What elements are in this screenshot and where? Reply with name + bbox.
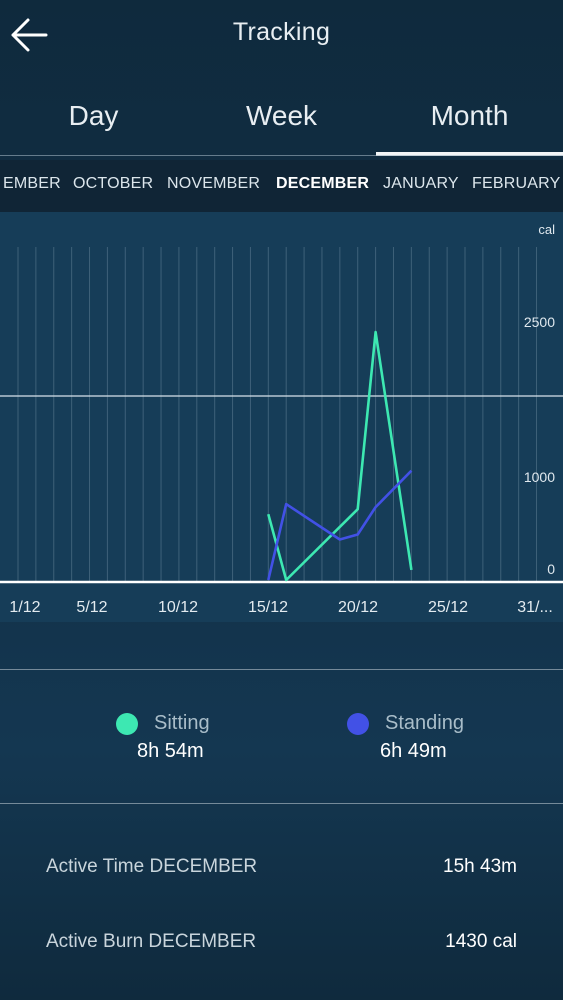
x-tick-label: 10/12 (158, 599, 198, 616)
chart-canvas: cal 2500 1000 0 1/12 5/12 10/12 15/12 20… (0, 212, 563, 622)
x-tick-label: 1/12 (9, 599, 40, 616)
month-selector[interactable]: EMBER OCTOBER NOVEMBER DECEMBER JANUARY … (0, 160, 563, 212)
y-tick-label: 2500 (524, 314, 555, 330)
active-time-label: Active Time DECEMBER (46, 856, 258, 877)
legend-standing-label: Standing (385, 712, 464, 734)
sitting-dot-icon (116, 713, 138, 735)
month-february[interactable]: FEBRUARY (472, 175, 561, 192)
legend-sitting-value: 8h 54m (137, 740, 204, 762)
x-tick-label: 31/... (517, 599, 553, 616)
top-bar: Tracking (0, 0, 563, 70)
x-tick-label: 25/12 (428, 599, 468, 616)
period-tabs: Day Week Month (0, 90, 563, 158)
x-tick-label: 20/12 (338, 599, 378, 616)
tab-week[interactable]: Week (245, 100, 318, 131)
chart-series (267, 330, 413, 582)
month-january[interactable]: JANUARY (383, 175, 459, 192)
month-november[interactable]: NOVEMBER (167, 175, 261, 192)
tabs-divider (0, 155, 563, 156)
y-tick-label: 0 (547, 561, 555, 577)
section-divider (0, 669, 563, 670)
chart-background (0, 212, 563, 622)
tab-month[interactable]: Month (430, 100, 509, 131)
x-tick-label: 15/12 (248, 599, 288, 616)
series-line-sitting (267, 330, 413, 582)
calorie-chart: cal 2500 1000 0 1/12 5/12 10/12 15/12 20… (0, 212, 563, 622)
month-december[interactable]: DECEMBER (276, 175, 370, 192)
tab-day[interactable]: Day (68, 100, 119, 131)
back-button[interactable] (8, 14, 50, 56)
month-october[interactable]: OCTOBER (73, 175, 154, 192)
legend-standing-value: 6h 49m (380, 740, 447, 762)
active-time-value: 15h 43m (443, 856, 517, 877)
arrow-left-icon (11, 18, 48, 52)
legend-sitting-label: Sitting (154, 712, 210, 734)
page-title: Tracking (232, 18, 331, 46)
section-divider (0, 803, 563, 804)
series-line-standing (267, 469, 413, 581)
chart-vertical-grid (17, 247, 538, 582)
y-tick-label: 1000 (524, 469, 555, 485)
standing-dot-icon (347, 713, 369, 735)
x-tick-label: 5/12 (76, 599, 107, 616)
active-tab-indicator (376, 152, 563, 156)
chart-unit-label: cal (538, 222, 555, 237)
month-september[interactable]: EMBER (3, 175, 61, 192)
active-burn-label: Active Burn DECEMBER (46, 931, 257, 952)
active-burn-value: 1430 cal (445, 931, 517, 952)
